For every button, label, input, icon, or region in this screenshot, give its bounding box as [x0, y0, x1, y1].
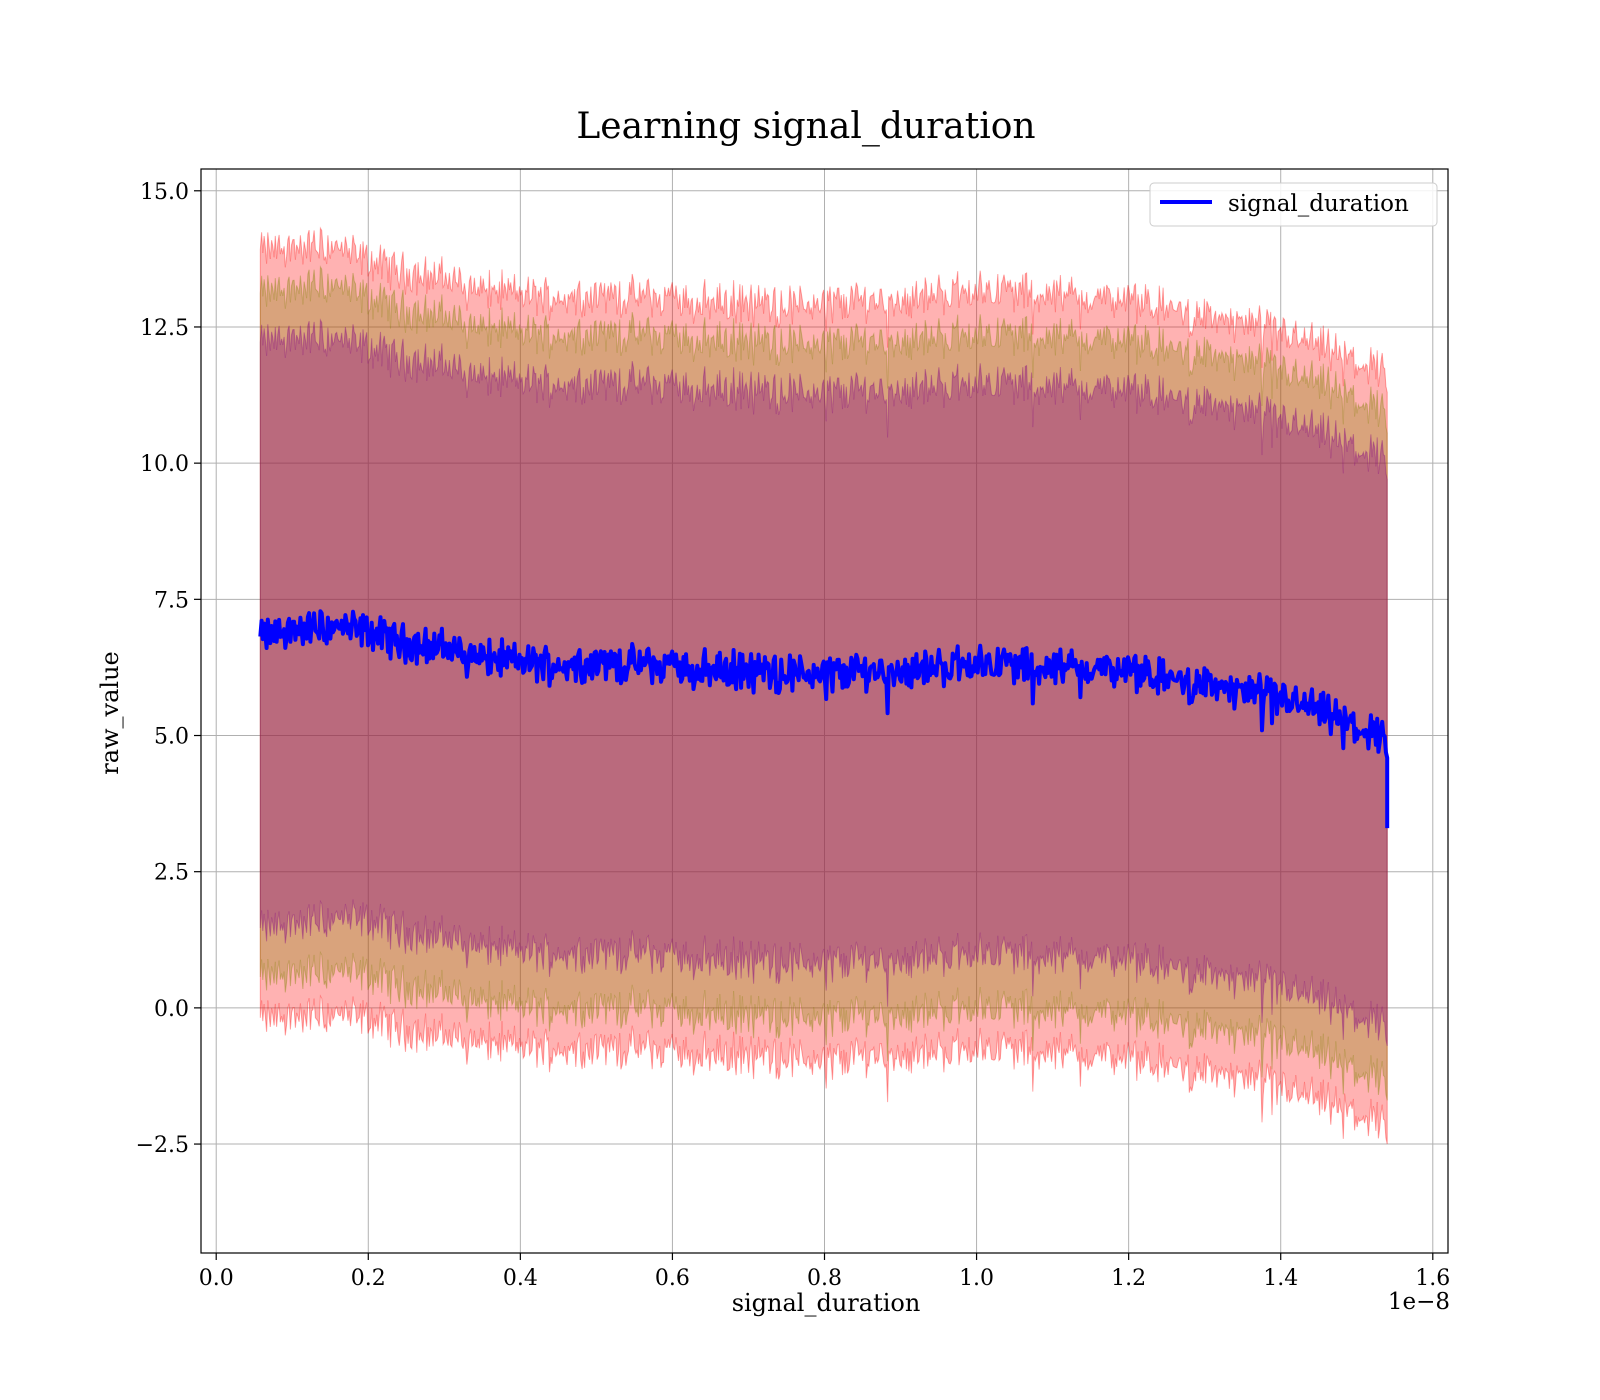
x-tick-label: 1.2: [1111, 1266, 1146, 1291]
y-tick-label: 2.5: [154, 861, 189, 886]
y-axis-label: raw_value: [96, 651, 124, 775]
y-tick-label: 10.0: [140, 452, 189, 477]
x-tick-label: 0.6: [655, 1266, 690, 1291]
x-tick-label: 1.0: [959, 1266, 994, 1291]
y-tick-label: 7.5: [154, 588, 189, 613]
x-axis-label: signal_duration: [732, 1289, 921, 1317]
legend-box: [1149, 182, 1438, 227]
y-tick-label: 5.0: [154, 725, 189, 750]
x-tick-label: 0.2: [351, 1266, 386, 1291]
series-line-signal_duration: [258, 609, 1390, 829]
y-tick-label: 15.0: [140, 180, 189, 205]
y-tick-label: 12.5: [140, 316, 189, 341]
plot-area: 0.0 0.2 0.4 0.6 0.8 1.0 1.2 1.4 1.6 −2.5 0.0 2.5 5.0…: [136, 168, 1450, 1291]
x-tick-label: 1.4: [1263, 1266, 1298, 1291]
legend-label: signal_duration: [1228, 191, 1409, 217]
y-tick-label: −2.5: [136, 1133, 189, 1158]
x-tick-label: 1.6: [1415, 1266, 1450, 1291]
chart-title: Learning signal_duration: [576, 106, 1035, 147]
x-tick-label: 0.8: [807, 1266, 842, 1291]
x-tick-label: 0.4: [503, 1266, 538, 1291]
x-axis-offset-label: 1e−8: [1388, 1289, 1450, 1315]
x-tick-label: 0.0: [199, 1266, 234, 1291]
legend: signal_duration: [1149, 182, 1438, 227]
y-tick-label: 0.0: [154, 997, 189, 1022]
